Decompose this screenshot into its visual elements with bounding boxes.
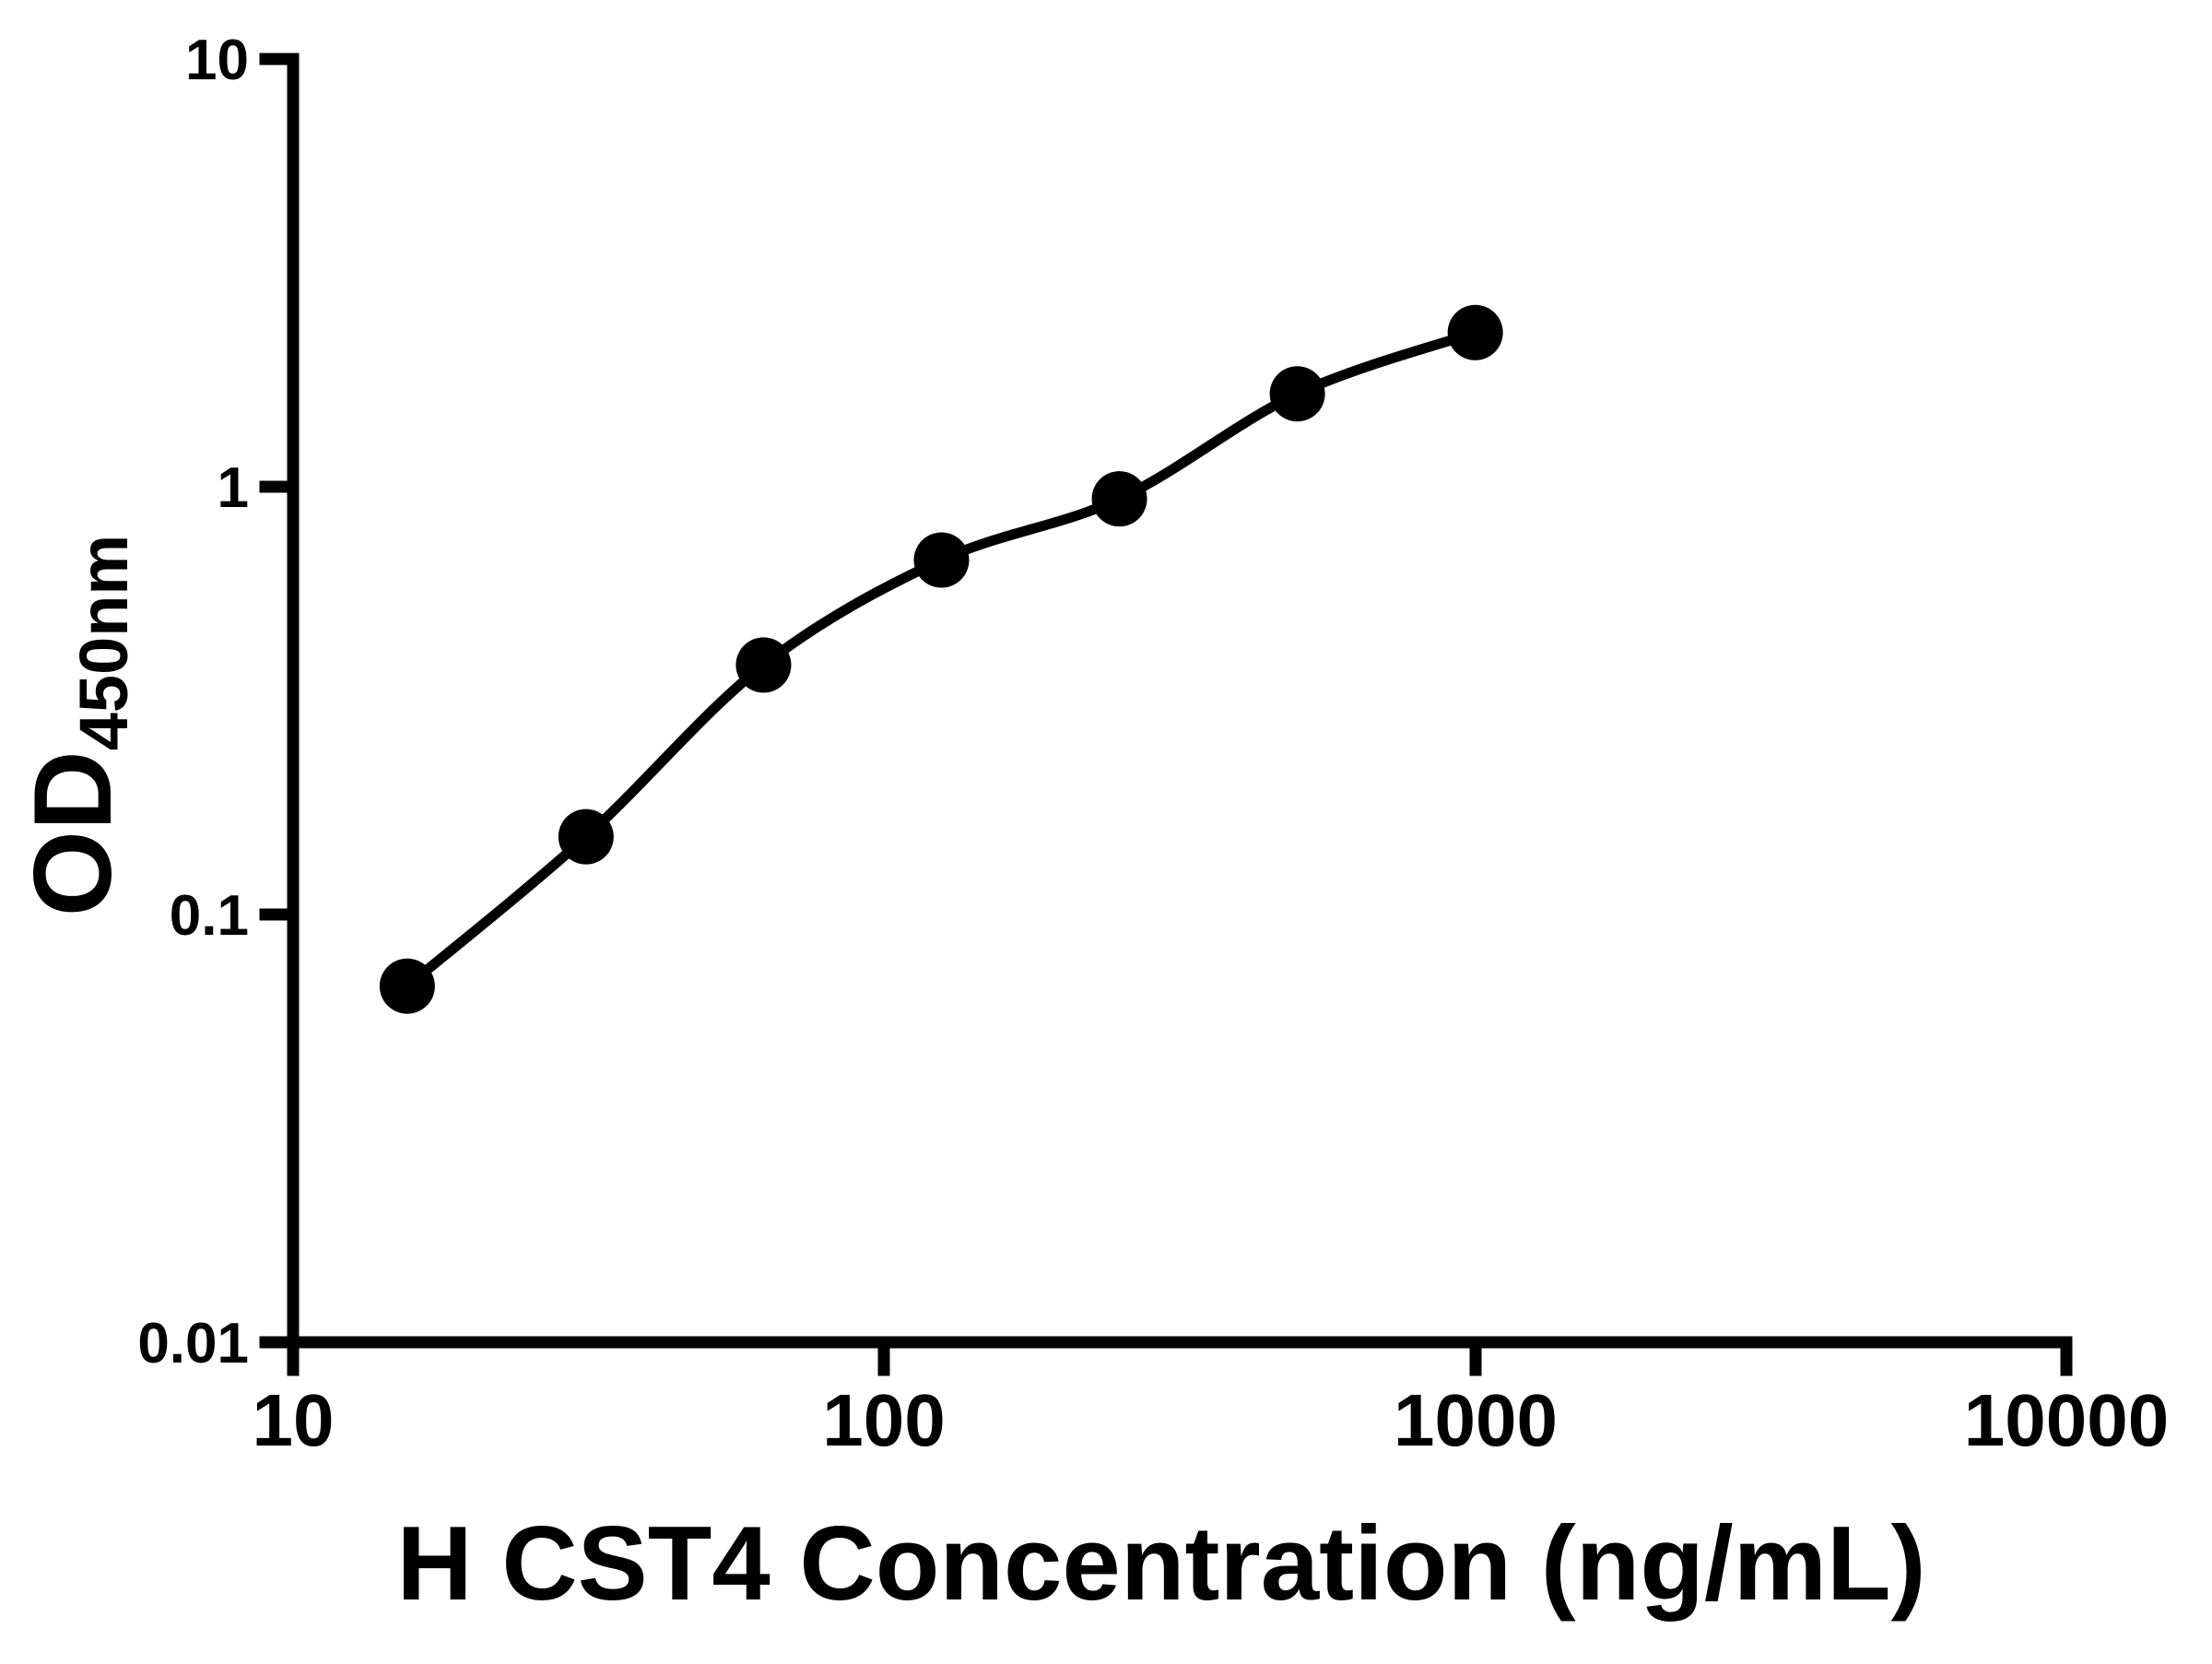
svg-text:1: 1 [218, 456, 249, 520]
svg-text:10000: 10000 [1964, 1379, 2169, 1461]
svg-text:OD450nm: OD450nm [11, 535, 142, 916]
svg-text:1000: 1000 [1394, 1379, 1558, 1461]
svg-text:10: 10 [185, 29, 249, 92]
svg-text:0.01: 0.01 [137, 1312, 249, 1375]
svg-text:100: 100 [822, 1379, 945, 1461]
svg-text:10: 10 [253, 1379, 335, 1461]
svg-text:0.1: 0.1 [170, 884, 249, 948]
svg-text:H CST4 Concentration (ng/mL): H CST4 Concentration (ng/mL) [396, 1505, 1925, 1623]
